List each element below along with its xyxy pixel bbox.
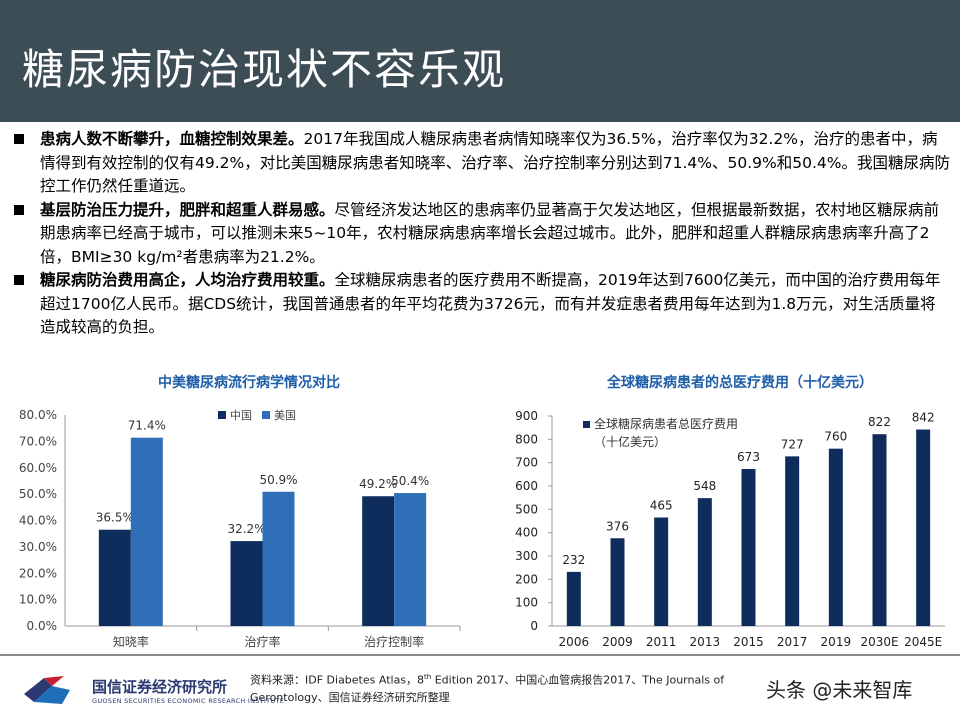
y-tick-label: 60.0% [19,461,57,475]
bar-中国 [362,496,395,626]
y-tick-label: 200 [515,572,538,586]
legend-swatch [262,411,270,419]
bullet-square-icon [14,204,24,215]
bar-cost [872,434,887,626]
x-tick-label: 2015 [733,635,764,649]
y-tick-label: 20.0% [19,566,57,580]
y-tick-label: 400 [515,526,538,540]
source-text-c: Gerontology、国信证券经济研究所整理 [250,690,450,704]
y-tick-label: 300 [515,549,538,563]
x-tick-label: 2011 [646,635,677,649]
y-tick-label: 40.0% [19,514,57,528]
source-text-b: Edition 2017、中国心血管病报告2017、The Journals o… [431,673,725,687]
bullet-list: 患病人数不断攀升，血糖控制效果差。2017年我国成人糖尿病患者病情知晓率仅为36… [14,128,950,340]
y-tick-label: 600 [515,479,538,493]
y-tick-label: 0 [530,619,538,633]
bullet-heading: 糖尿病防治费用高企，人均治疗费用较重。 [40,271,335,289]
source-note: 资料来源：IDF Diabetes Atlas，8th Edition 2017… [250,669,750,706]
x-tick-label: 2045E [904,635,942,649]
bullet-square-icon [14,275,24,285]
y-tick-label: 10.0% [19,593,57,607]
bullet-item-3: 糖尿病防治费用高企，人均治疗费用较重。全球糖尿病患者的医疗费用不断提高，2019… [14,269,950,340]
y-tick-label: 0.0% [27,619,58,633]
chart1-title: 中美糖尿病流行病学情况对比 [158,375,340,391]
bar-中国 [230,541,263,626]
bar-cost [741,468,756,626]
data-label: 465 [650,499,673,513]
y-tick-label: 100 [515,596,538,610]
footer-divider [0,654,960,656]
data-label: 71.4% [128,419,166,433]
legend-label-unit: （十亿美元） [594,434,666,449]
data-label: 822 [868,415,891,429]
data-label: 49.2% [359,477,397,491]
y-tick-label: 80.0% [19,408,57,422]
y-tick-label: 800 [515,432,538,446]
x-tick-label: 2019 [821,635,852,649]
x-tick-label: 2009 [602,635,633,649]
bar-cost [785,456,800,626]
data-label: 673 [737,450,760,464]
x-tick-label: 2030E [860,635,898,649]
x-tick-label: 知晓率 [113,634,149,649]
data-label: 36.5% [96,511,134,525]
data-label: 727 [781,437,804,451]
x-tick-label: 治疗率 [244,634,280,649]
data-label: 32.2% [227,522,265,536]
logo-text-en: GUOSEN SECURITIES ECONOMIC RESEARCH INST… [92,697,285,705]
source-text-a: 资料来源：IDF Diabetes Atlas，8 [250,673,425,687]
bar-美国 [394,493,427,626]
x-tick-label: 治疗控制率 [364,634,424,649]
y-tick-label: 500 [515,502,538,516]
data-label: 50.9% [259,473,297,487]
chart1-svg: 0.0% 10.0% 20.0% 30.0% 40.0% 50.0% 60.0% 70.0% 8… [19,408,461,649]
y-tick-label: 70.0% [19,434,57,448]
chart2-svg: 0 100 200 300 400 500 600 700 800 900 232 2006 376 20… [515,409,945,649]
bar-cost [654,517,669,626]
data-label: 760 [824,430,847,444]
bullet-item-2: 基层防治压力提升，肥胖和超重人群易感。尽管经济发达地区的患病率仍显著高于欠发达地… [14,199,950,270]
data-label: 50.4% [391,474,429,488]
watermark: 头条 @未来智库 [766,678,913,702]
bullet-heading: 患病人数不断攀升，血糖控制效果差。 [40,130,304,148]
bar-cost [828,448,843,626]
x-tick-label: 2017 [777,635,808,649]
bullet-text: 全球糖尿病患者的医疗费用不断提高，2019年达到7600亿美元，而中国的治疗费用… [40,271,941,336]
data-label: 548 [693,479,716,493]
guosen-logo-icon [24,676,70,704]
x-tick-label: 2013 [690,635,721,649]
data-label: 842 [912,411,935,425]
y-tick-label: 30.0% [19,540,57,554]
bullet-item-1: 患病人数不断攀升，血糖控制效果差。2017年我国成人糖尿病患者病情知晓率仅为36… [14,128,950,199]
legend-label: 美国 [274,409,296,422]
source-sup: th [424,673,432,681]
x-tick-label: 2006 [559,635,590,649]
bar-cost [566,571,581,626]
bar-cost [697,498,712,626]
data-label: 232 [562,553,585,567]
bar-美国 [262,491,295,626]
bar-美国 [130,437,163,626]
bar-cost [610,538,625,626]
legend-swatch [583,421,590,428]
bar-中国 [98,529,131,626]
data-label: 376 [606,519,629,533]
legend-label: 中国 [230,409,252,422]
legend-swatch [218,411,226,419]
logo-text: 国信证券经济研究所 [92,678,228,696]
bullet-text: 尽管经济发达地区的患病率仍显著高于欠发达地区，但根据最新数据，农村地区糖尿病前期… [40,200,940,266]
bullet-text: 2017年我国成人糖尿病患者病情知晓率仅为36.5%，治疗率仅为32.2%，治疗… [40,130,950,195]
legend-label: 全球糖尿病患者总医疗费用 [594,416,738,431]
bar-cost [916,429,931,626]
title-bar: 糖尿病防治现状不容乐观 [0,0,960,122]
chart2-title: 全球糖尿病患者的总医疗费用（十亿美元） [607,375,873,391]
y-tick-label: 700 [515,456,538,470]
bullet-heading: 基层防治压力提升，肥胖和超重人群易感。 [40,200,335,219]
y-tick-label: 900 [515,409,538,423]
bullet-square-icon [14,134,24,144]
page-title: 糖尿病防治现状不容乐观 [22,45,507,94]
y-tick-label: 50.0% [19,487,57,501]
